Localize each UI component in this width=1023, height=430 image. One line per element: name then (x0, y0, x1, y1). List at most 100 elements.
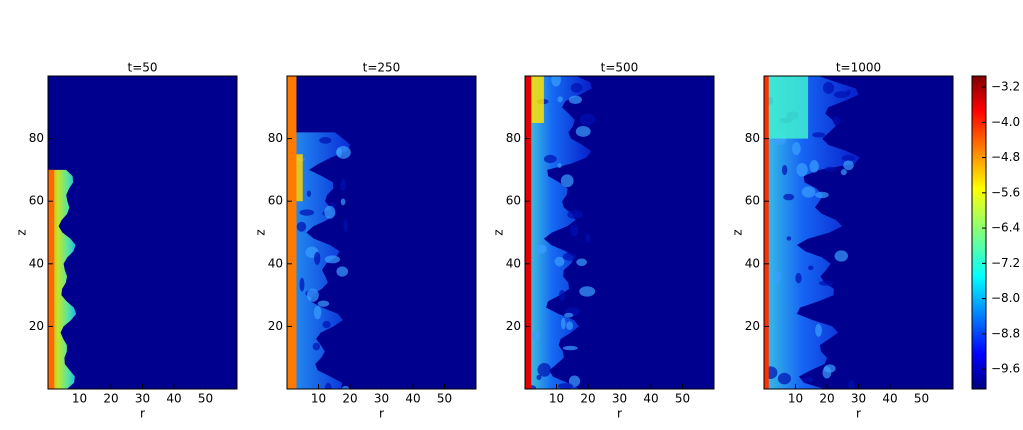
x-tick-label: 30 (135, 392, 150, 406)
x-tick-label: 40 (643, 392, 658, 406)
x-tick-label: 10 (549, 392, 564, 406)
eddy (803, 376, 815, 383)
eddy (585, 234, 591, 243)
x-tick-label: 20 (580, 392, 595, 406)
core-stripe (287, 76, 297, 389)
eddy (579, 286, 596, 297)
x-tick-label: 30 (374, 392, 389, 406)
eddy (317, 300, 330, 307)
eddy (772, 270, 781, 284)
x-tick-label: 10 (72, 392, 87, 406)
x-tick-label: 10 (311, 392, 326, 406)
colorbar-tick-label: −4.8 (991, 150, 1020, 164)
eddy (795, 272, 802, 284)
eddy (567, 210, 583, 219)
eddy (814, 191, 829, 199)
eddy (812, 132, 826, 138)
x-tick-label: 50 (198, 392, 213, 406)
eddy (324, 205, 336, 219)
eddy (843, 160, 854, 171)
y-tick-label: 60 (268, 194, 283, 208)
field-background (48, 76, 237, 389)
eddy (306, 190, 311, 197)
eddy (322, 320, 331, 329)
eddy (558, 289, 566, 302)
y-tick-label: 40 (745, 256, 760, 270)
x-tick-label: 20 (103, 392, 118, 406)
hot-region (764, 76, 809, 139)
eddy (299, 277, 305, 292)
y-tick-label: 20 (268, 319, 283, 333)
eddy (534, 244, 547, 254)
y-axis-label: z (254, 229, 268, 235)
core-stripe (525, 76, 532, 389)
x-tick-label: 40 (166, 392, 181, 406)
eddy (560, 317, 566, 330)
eddy (570, 82, 583, 93)
y-tick-label: 40 (29, 256, 44, 270)
eddy (340, 178, 346, 192)
y-tick-label: 80 (745, 131, 760, 145)
eddy (777, 372, 791, 385)
y-axis-label: z (731, 229, 745, 235)
eddy (815, 323, 822, 337)
eddy (336, 145, 351, 159)
y-axis-label: z (492, 229, 506, 235)
eddy (576, 258, 587, 267)
eddy (568, 375, 581, 387)
x-tick-label: 20 (819, 392, 834, 406)
eddy (314, 251, 321, 265)
eddy (324, 255, 341, 264)
eddy (537, 362, 552, 377)
eddy (324, 382, 332, 389)
eddy (808, 265, 814, 271)
y-axis-label: z (15, 229, 29, 235)
y-tick-label: 60 (745, 194, 760, 208)
heatmap-field (287, 76, 476, 389)
eddy (557, 162, 562, 169)
eddy (551, 76, 562, 87)
eddy (833, 116, 841, 125)
y-tick-label: 40 (268, 256, 283, 270)
eddy (554, 256, 565, 267)
eddy (841, 154, 856, 162)
y-tick-label: 60 (506, 194, 521, 208)
plume (764, 76, 861, 389)
eddy (557, 96, 563, 103)
x-axis-label: r (379, 407, 384, 421)
eddy (786, 236, 792, 241)
eddy (340, 198, 346, 206)
x-tick-label: 50 (914, 392, 929, 406)
heatmap-field (764, 76, 953, 389)
y-tick-label: 40 (506, 256, 521, 270)
y-tick-label: 80 (29, 131, 44, 145)
eddy (566, 321, 574, 330)
panel-title: t=1000 (836, 61, 881, 75)
x-tick-label: 40 (882, 392, 897, 406)
eddy (840, 169, 847, 176)
colorbar-tick-label: −6.4 (991, 221, 1020, 235)
x-tick-label: 40 (405, 392, 420, 406)
eddy (562, 345, 578, 351)
eddy (848, 380, 855, 389)
eddy (557, 383, 574, 389)
y-tick-label: 60 (29, 194, 44, 208)
x-tick-label: 50 (437, 392, 452, 406)
colorbar-tick-label: −7.2 (991, 256, 1020, 270)
eddy (562, 252, 577, 261)
eddy (809, 159, 819, 173)
eddy (343, 219, 348, 233)
core-stripe (764, 76, 769, 389)
eddy (341, 385, 350, 389)
eddy (312, 342, 321, 351)
colorbar-tick-label: −8.0 (991, 291, 1020, 305)
eddy (833, 91, 850, 98)
colorbar (971, 75, 987, 390)
eddy (336, 266, 349, 277)
colorbar-tick-label: −9.6 (991, 362, 1020, 376)
eddy (543, 154, 557, 164)
plume (525, 76, 592, 389)
eddy (313, 305, 322, 320)
y-tick-label: 20 (506, 319, 521, 333)
